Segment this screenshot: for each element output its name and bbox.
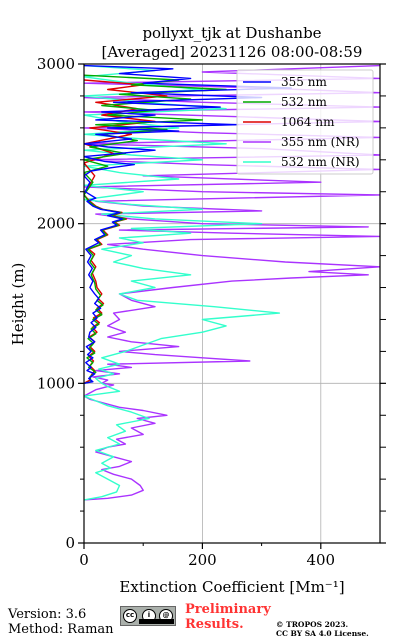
legend: 355 nm 532 nm 1064 nm 355 nm (NR) 532 nm (NR… bbox=[236, 69, 374, 175]
y-tick-label-0: 0 bbox=[65, 534, 75, 552]
legend-label-4: 532 nm (NR) bbox=[281, 155, 360, 169]
legend-label-1: 532 nm bbox=[281, 95, 327, 109]
footer-method: Method: Raman bbox=[8, 622, 114, 637]
axes-ticks: 0 200 400 0 1000 2000 3000 bbox=[37, 55, 386, 569]
chart-title-line2: [Averaged] 20231126 08:00-08:59 bbox=[102, 43, 363, 61]
footer-version: Version: 3.6 bbox=[8, 607, 87, 622]
plot-area bbox=[84, 64, 380, 501]
cc-by-sa-icon: cc i @ bbox=[120, 606, 176, 626]
x-tick-label-0: 0 bbox=[79, 551, 89, 569]
x-axis-label: Extinction Coefficient [Mm⁻¹] bbox=[119, 578, 344, 596]
legend-label-0: 355 nm bbox=[281, 75, 327, 89]
legend-box bbox=[236, 69, 374, 175]
series-line-1 bbox=[84, 74, 227, 384]
preliminary-results-note: Preliminary Results. bbox=[185, 602, 271, 632]
cc-icon: cc bbox=[123, 609, 137, 623]
plot-frame bbox=[83, 63, 381, 544]
y-tick-label-1: 1000 bbox=[37, 374, 75, 392]
x-tick-label-2: 400 bbox=[306, 551, 335, 569]
y-tick-label-2: 2000 bbox=[37, 215, 75, 233]
series-line-4 bbox=[84, 64, 281, 501]
series-line-0 bbox=[84, 64, 292, 384]
y-tick-label-3: 3000 bbox=[37, 55, 75, 73]
y-axis-label: Height (m) bbox=[9, 263, 27, 346]
legend-label-2: 1064 nm bbox=[281, 115, 335, 129]
copyright-note: © TROPOS 2023. CC BY SA 4.0 License. bbox=[276, 620, 396, 638]
chart-title-line1: pollyxt_tjk at Dushanbe bbox=[142, 24, 321, 42]
copyright-line2: CC BY SA 4.0 License. bbox=[276, 629, 369, 638]
copyright-line1: © TROPOS 2023. bbox=[276, 620, 349, 629]
legend-label-3: 355 nm (NR) bbox=[281, 135, 360, 149]
x-tick-label-1: 200 bbox=[188, 551, 217, 569]
